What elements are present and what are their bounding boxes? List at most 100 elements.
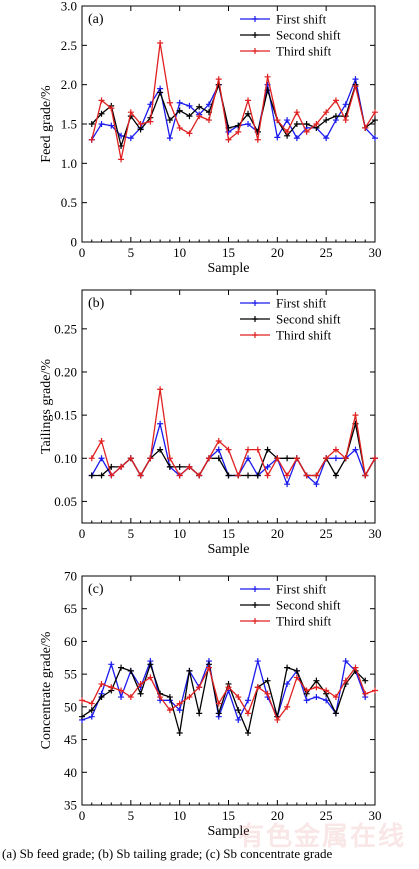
data-point bbox=[342, 117, 349, 124]
data-point bbox=[254, 658, 261, 665]
data-point bbox=[372, 109, 378, 116]
chart-panel: 0 5 10 15 20 25 30 0 0.5 1.0 1.5 2.0 2.5 3.0 Sample Fee… bbox=[39, 0, 382, 276]
data-point bbox=[362, 472, 369, 479]
data-point bbox=[196, 710, 203, 717]
data-point bbox=[293, 109, 300, 116]
x-tick-label: 20 bbox=[271, 808, 284, 823]
y-tick-label: 2.0 bbox=[61, 77, 77, 92]
data-point bbox=[323, 455, 330, 462]
y-tick-label: 55 bbox=[64, 667, 77, 682]
data-point bbox=[332, 455, 339, 462]
data-point bbox=[293, 667, 300, 674]
y-tick-label: 60 bbox=[64, 634, 77, 649]
legend-marker bbox=[252, 32, 258, 38]
y-tick-label: 0.25 bbox=[54, 321, 77, 336]
data-point bbox=[137, 690, 144, 697]
data-point bbox=[118, 156, 125, 163]
legend-marker bbox=[252, 48, 258, 54]
data-point bbox=[176, 700, 183, 707]
legend-label: Third shift bbox=[276, 614, 332, 629]
data-point bbox=[372, 135, 378, 142]
data-point bbox=[284, 455, 291, 462]
data-point bbox=[88, 136, 95, 143]
data-point bbox=[303, 687, 310, 694]
data-point bbox=[127, 135, 134, 142]
data-point bbox=[254, 684, 261, 691]
data-point bbox=[245, 121, 252, 127]
data-point bbox=[362, 677, 369, 684]
data-point bbox=[118, 694, 125, 701]
data-point bbox=[245, 472, 252, 479]
data-point bbox=[225, 684, 232, 691]
figure-caption: (a) Sb feed grade; (b) Sb tailing grade;… bbox=[2, 846, 333, 861]
data-point bbox=[274, 117, 281, 124]
x-tick-label: 10 bbox=[173, 245, 186, 260]
data-point bbox=[293, 455, 300, 462]
series-line bbox=[91, 42, 376, 161]
data-point bbox=[127, 455, 134, 462]
data-point bbox=[166, 463, 173, 470]
y-tick-label: 0.15 bbox=[54, 408, 77, 423]
y-axis-label: Concentrate grade/% bbox=[39, 631, 54, 749]
y-tick-label: 40 bbox=[64, 765, 77, 780]
y-tick-label: 50 bbox=[64, 699, 77, 714]
data-point bbox=[274, 455, 281, 462]
x-tick-label: 30 bbox=[369, 808, 382, 823]
data-point bbox=[342, 658, 349, 665]
x-tick-label: 25 bbox=[320, 526, 333, 541]
data-point bbox=[332, 472, 339, 479]
x-tick-label: 0 bbox=[79, 526, 86, 541]
data-point bbox=[284, 472, 291, 479]
x-axis-label: Sample bbox=[208, 542, 250, 557]
data-point bbox=[127, 109, 134, 116]
y-axis-label: Tailings grade/% bbox=[39, 359, 54, 454]
legend-label: First shift bbox=[276, 296, 327, 311]
data-point bbox=[176, 124, 183, 131]
data-point bbox=[118, 463, 125, 470]
data-point bbox=[362, 124, 369, 131]
data-point bbox=[235, 716, 242, 723]
data-point bbox=[205, 664, 212, 671]
series-line bbox=[81, 660, 366, 721]
data-point bbox=[372, 455, 378, 462]
x-tick-label: 5 bbox=[128, 526, 135, 541]
x-tick-label: 15 bbox=[222, 808, 235, 823]
data-point bbox=[127, 667, 134, 674]
legend-label: Second shift bbox=[276, 312, 341, 327]
panel-label: (a) bbox=[88, 12, 104, 27]
data-point bbox=[274, 716, 281, 723]
data-point bbox=[264, 472, 271, 479]
legend-marker bbox=[252, 586, 258, 592]
data-point bbox=[108, 105, 115, 112]
data-point bbox=[303, 697, 310, 704]
data-point bbox=[352, 412, 359, 419]
data-point bbox=[108, 122, 115, 129]
legend-label: Third shift bbox=[276, 44, 332, 59]
data-point bbox=[166, 99, 173, 106]
data-point bbox=[98, 97, 105, 104]
data-point bbox=[137, 126, 144, 133]
data-point bbox=[196, 472, 203, 479]
data-point bbox=[372, 687, 378, 694]
legend-marker bbox=[252, 332, 258, 338]
data-point bbox=[284, 117, 291, 124]
y-axis-label: Feed grade/% bbox=[39, 85, 54, 163]
data-point bbox=[352, 664, 359, 671]
y-tick-label: 45 bbox=[64, 732, 77, 747]
data-point bbox=[254, 446, 261, 453]
data-point bbox=[147, 661, 154, 668]
data-point bbox=[235, 472, 242, 479]
data-point bbox=[196, 684, 203, 691]
data-point bbox=[215, 455, 222, 462]
x-tick-label: 25 bbox=[320, 245, 333, 260]
data-point bbox=[352, 83, 359, 90]
data-point bbox=[362, 690, 369, 697]
data-point bbox=[284, 128, 291, 135]
data-point bbox=[108, 661, 115, 668]
data-point bbox=[137, 472, 144, 479]
data-point bbox=[372, 117, 378, 124]
data-point bbox=[313, 121, 320, 127]
data-point bbox=[245, 110, 252, 117]
data-point bbox=[323, 135, 330, 142]
data-point bbox=[215, 76, 222, 83]
